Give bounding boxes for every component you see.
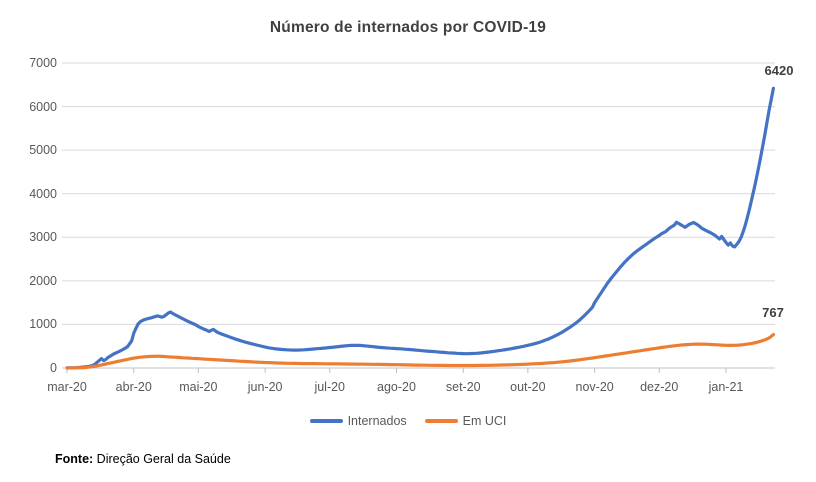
internados-line-swatch-icon	[309, 419, 343, 423]
x-axis-tick-label: set-20	[445, 380, 481, 394]
chart-title: Número de internados por COVID-19	[269, 19, 547, 36]
legend-label-internados: Internados	[347, 414, 407, 428]
series-line-internados	[65, 86, 776, 370]
x-axis-tick-label: nov-20	[575, 380, 614, 394]
x-axis-tick-label: mar-20	[47, 380, 87, 394]
em-uci-end-value-label: 767	[762, 305, 784, 320]
y-axis-tick-label: 2000	[29, 273, 57, 288]
source-text: Direção Geral da Saúde	[93, 452, 231, 466]
y-axis-tick-label: 5000	[29, 143, 57, 158]
legend-item-em-uci: Em UCI	[424, 414, 507, 428]
legend-label-em-uci: Em UCI	[462, 414, 507, 428]
x-axis-tick-label: jun-20	[247, 380, 283, 394]
y-axis-tick-label: 0	[50, 361, 57, 375]
x-axis-tick-label: dez-20	[640, 380, 679, 394]
y-axis-tick-label: 6000	[29, 99, 57, 114]
source-line: Fonte: Direção Geral da Saúde	[55, 452, 231, 466]
y-axis-tick-label: 3000	[29, 230, 57, 245]
legend: Internados Em UCI	[0, 414, 816, 428]
x-axis-tick-label: out-20	[510, 380, 546, 394]
x-axis-tick-label: jul-20	[314, 380, 346, 394]
internados-end-value-label: 6420	[764, 63, 794, 78]
x-axis-tick-label: abr-20	[115, 380, 152, 394]
x-axis-tick-label: jan-21	[708, 380, 744, 394]
y-axis-tick-label: 4000	[29, 186, 57, 201]
source-label: Fonte:	[55, 452, 94, 466]
series-line-em-uci	[65, 333, 776, 370]
x-axis-tick-label: ago-20	[377, 380, 416, 394]
legend-item-internados: Internados	[309, 414, 407, 428]
y-axis-tick-label: 7000	[29, 56, 57, 70]
y-axis-tick-label: 1000	[29, 317, 57, 332]
x-axis-tick-label: mai-20	[179, 380, 218, 394]
em-uci-line-swatch-icon	[424, 419, 458, 423]
